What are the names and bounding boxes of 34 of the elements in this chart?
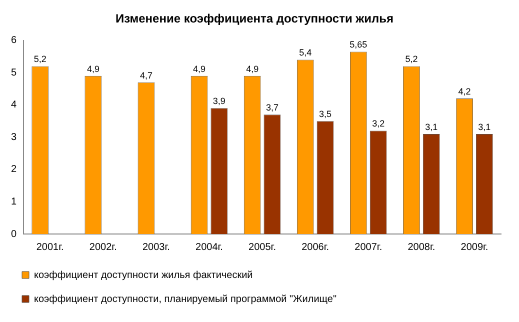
data-label: 3,9 [212,96,226,106]
y-tick-label: 3 [11,132,17,143]
legend-label: коэффициент доступности жилья фактический [34,270,253,281]
data-label: 4,9 [86,64,100,74]
x-tick-label: 2009г. [460,242,488,253]
data-label: 3,5 [319,109,332,120]
data-label: 3,7 [266,102,278,113]
data-label: 4,2 [458,86,471,96]
y-tick-label: 0 [11,228,17,240]
y-tick-label: 1 [11,196,17,208]
data-label: 5,2 [405,54,418,64]
x-tick-label: 2001г. [36,242,64,253]
x-tick-label: 2005г. [248,242,276,253]
legend-label: коэффициент доступности, планируемый программой "Жилище" [34,294,337,305]
x-tick-label: 2004г. [196,242,223,253]
x-tick-label: 2003г. [142,242,170,253]
data-label: 4,9 [246,64,259,74]
data-label: 3,2 [372,118,385,129]
y-tick-label: 2 [11,164,17,176]
y-tick-label: 6 [11,35,17,46]
data-label: 3,1 [478,122,491,132]
data-label: 3,1 [425,122,438,132]
data-label: 5,2 [34,54,46,64]
x-tick-label: 2007г. [354,242,382,253]
y-tick-label: 4 [11,100,17,111]
data-label: 4,9 [193,64,206,74]
x-tick-label: 2002г. [89,242,117,253]
data-label: 4,7 [140,70,152,80]
data-label: 5,4 [299,48,312,58]
x-tick-label: 2006г. [302,242,330,253]
chart-title: Изменение коэффициента доступности жилья [115,12,394,26]
data-label: 5,65 [350,40,368,50]
x-tick-label: 2008г. [408,242,436,253]
y-tick-label: 5 [11,67,17,78]
